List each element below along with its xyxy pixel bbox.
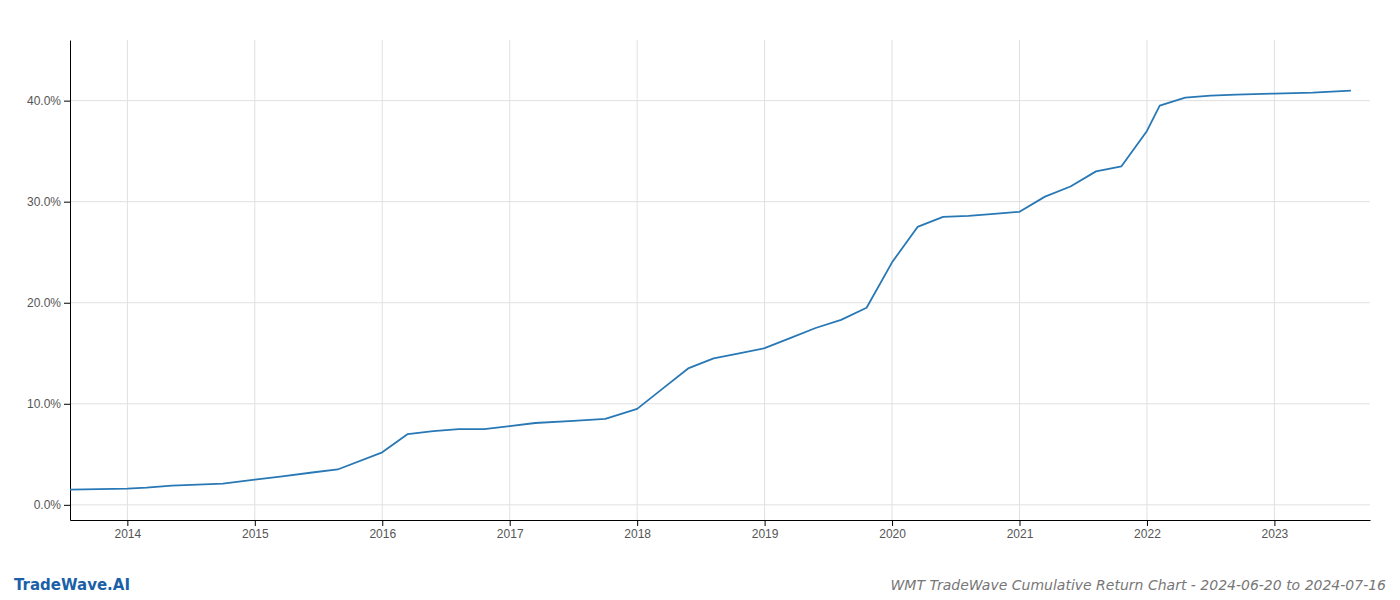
tick: 2023 [1262,520,1289,541]
grid-line [70,504,1370,505]
tick-label: 2023 [1262,527,1289,541]
grid-line [764,40,765,520]
grid-line [1146,40,1147,520]
tick-label: 2021 [1007,527,1034,541]
tick: 2017 [497,520,524,541]
tick-label: 2016 [369,527,396,541]
tick-mark [1147,520,1148,526]
tick-label: 20.0% [27,296,61,310]
tick-label: 0.0% [34,498,62,512]
tick-mark [1020,520,1021,526]
title: WMT TradeWave Cumulative Return Chart - … [891,577,1387,593]
tick: 2021 [1007,520,1034,541]
grid-line [1274,40,1275,520]
tick: 2020 [879,520,906,541]
tick: 2019 [752,520,779,541]
grid [70,40,1370,520]
tick: 10.0% [27,397,70,411]
tick-mark [64,404,70,405]
tick: 2015 [242,520,269,541]
tick-label: 2022 [1134,527,1161,541]
line [70,91,1351,490]
tick: 0.0% [34,498,70,512]
tick-mark [637,520,638,526]
annotation: TradeWave.AI [14,576,130,594]
tick-mark [64,202,70,203]
tick-mark [892,520,893,526]
tick-label: 2017 [497,527,524,541]
tick: 2022 [1134,520,1161,541]
tick-label: 2019 [752,527,779,541]
tick-mark [127,520,128,526]
grid-line [127,40,128,520]
tick-label: 10.0% [27,397,61,411]
tick: 2018 [624,520,651,541]
grid-line [70,403,1370,404]
tick-label: 2014 [115,527,142,541]
axis-line [70,41,71,521]
tick-mark [1274,520,1275,526]
tick: 40.0% [27,94,70,108]
tick-mark [64,505,70,506]
tick: 2016 [369,520,396,541]
tick-label: 40.0% [27,94,61,108]
axis-line [71,520,1371,521]
tick: 2014 [115,520,142,541]
grid-line [1019,40,1020,520]
y-axis: 0.0% 10.0% 20.0% 30.0% 40.0% [27,41,71,521]
tick-mark [64,101,70,102]
tick-mark [510,520,511,526]
grid-line [70,201,1370,202]
grid-line [254,40,255,520]
grid-line [382,40,383,520]
marks [70,91,1351,490]
tick-label: 2015 [242,527,269,541]
grid-line [509,40,510,520]
grid-line [637,40,638,520]
chart: 2014 2015 2016 2017 2018 2019 2020 2021 2022 2023… [0,0,1400,600]
plot: 2014 2015 2016 2017 2018 2019 2020 2021 2022 2023… [27,40,1371,541]
tick: 30.0% [27,195,70,209]
tick: 20.0% [27,296,70,310]
tick-label: 30.0% [27,195,61,209]
x-axis: 2014 2015 2016 2017 2018 2019 2020 2021 2022 2023 [71,520,1371,541]
tick-mark [765,520,766,526]
tick-mark [64,303,70,304]
grid-line [70,302,1370,303]
grid-line [892,40,893,520]
tick-mark [255,520,256,526]
tick-label: 2020 [879,527,906,541]
tick-label: 2018 [624,527,651,541]
tick-mark [382,520,383,526]
